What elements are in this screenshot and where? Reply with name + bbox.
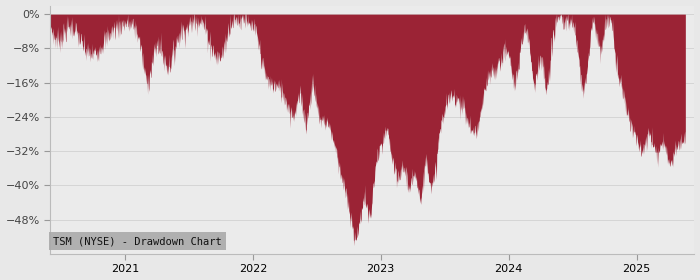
Text: TSM (NYSE) - Drawdown Chart: TSM (NYSE) - Drawdown Chart <box>53 236 222 246</box>
